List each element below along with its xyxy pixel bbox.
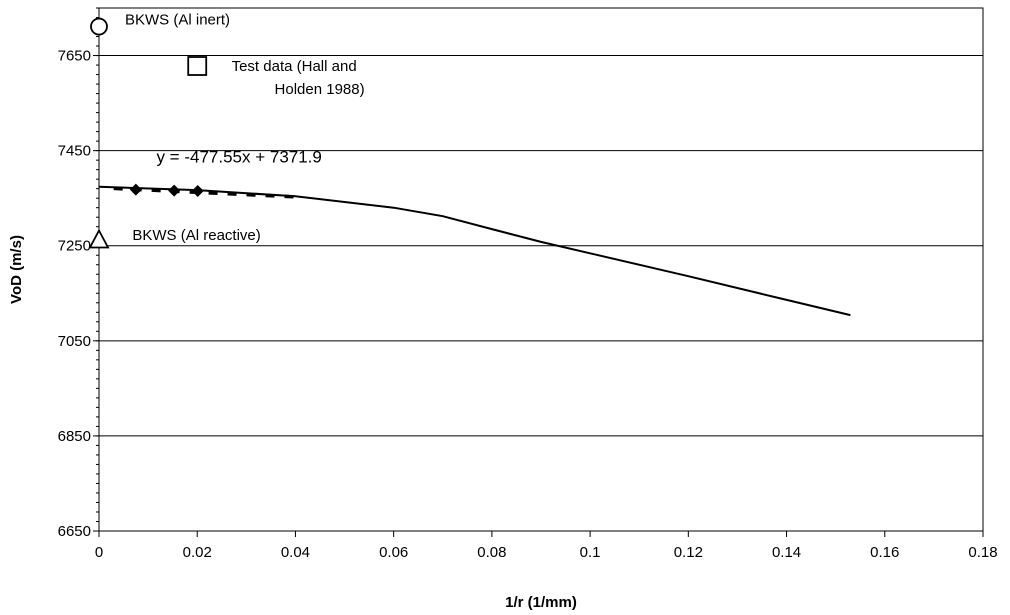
model-curve [98,185,851,317]
annotation-equation: y = -477.55x + 7371.9 [156,148,321,167]
y-tick-label: 6850 [58,428,91,445]
data-point-square [187,56,208,76]
y-tick-label: 7050 [58,333,91,350]
x-axis-title: 1/r (1/mm) [505,594,577,611]
x-tick-label: 0.1 [580,544,601,561]
x-tick-label: 0.12 [674,544,703,561]
plot-area [98,7,984,532]
data-series [88,17,851,317]
x-tick-label: 0.14 [772,544,801,561]
x-tick-label: 0.08 [477,544,506,561]
axes: 6650 6850 7050 7250 7450 7650 0 0.02 0.04 0.06 0.0… [58,7,998,561]
x-tick-label: 0.16 [870,544,899,561]
y-tick-label: 7450 [58,143,91,160]
y-tick-label: 7650 [58,48,91,65]
annotation-test-data: Holden 1988) [275,81,365,98]
annotation-test-data: Test data (Hall and [232,58,357,75]
y-axis-title: VoD (m/s) [8,235,25,304]
data-point-triangle [88,228,110,249]
y-tick-label: 7250 [58,238,91,255]
annotations: BKWS (Al inert) Test data (Hall and Holden… [125,12,365,244]
y-tick-label: 6650 [58,523,91,540]
x-tick-label: 0.04 [281,544,310,561]
data-point-circle [90,17,108,36]
x-tick-label: 0.02 [183,544,212,561]
x-tick-label: 0.06 [379,544,408,561]
annotation-bkws-inert: BKWS (Al inert) [125,12,230,29]
gridlines [99,55,983,437]
annotation-bkws-reactive: BKWS (Al reactive) [132,227,260,244]
x-tick-label: 0 [95,544,103,561]
x-tick-label: 0.18 [968,544,997,561]
